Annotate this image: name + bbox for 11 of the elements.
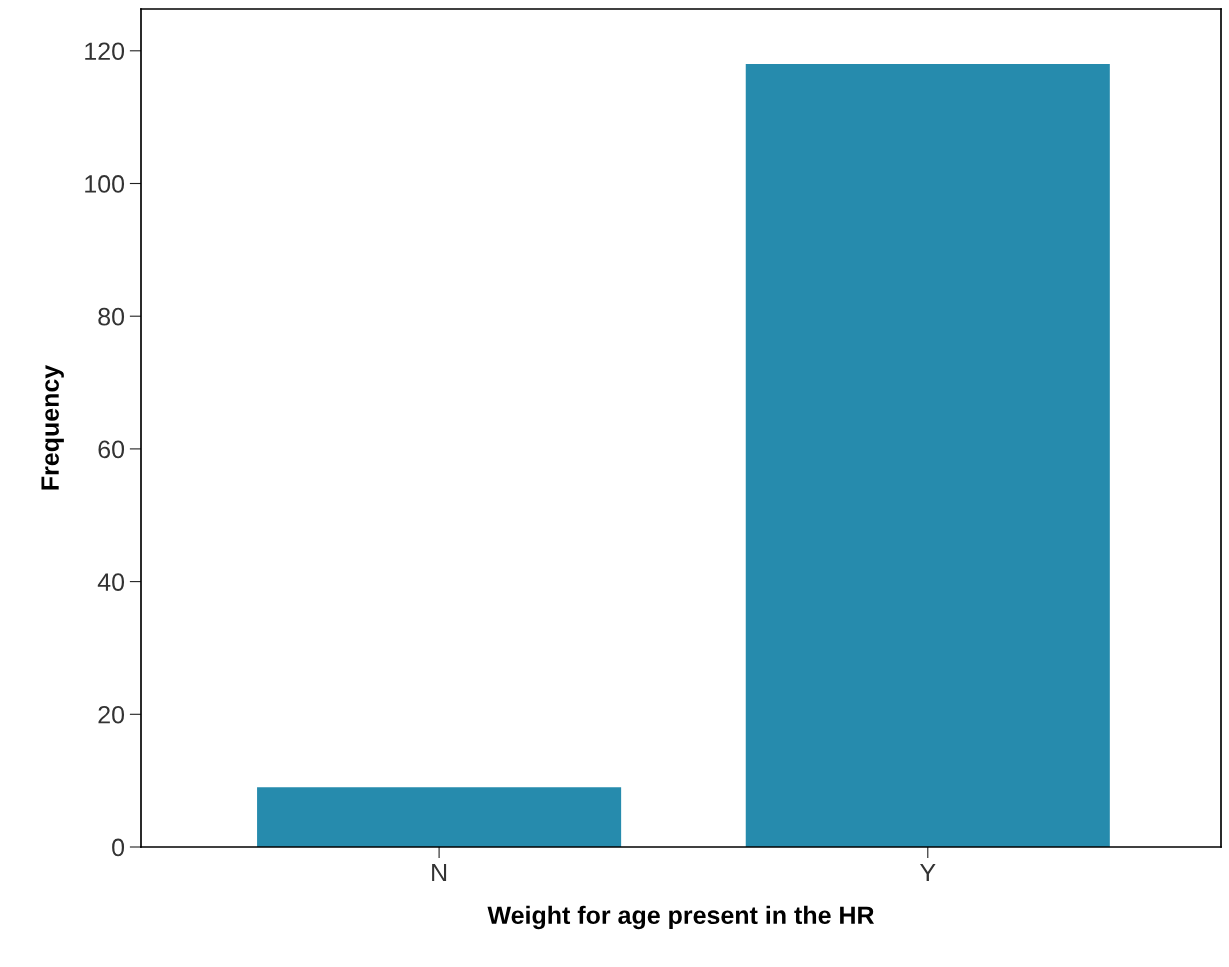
x-axis-title: Weight for age present in the HR <box>487 905 875 930</box>
y-tick-label: 100 <box>85 175 125 193</box>
y-tick-label: 80 <box>98 307 125 326</box>
y-tick-label: 20 <box>98 705 125 724</box>
x-tick-label: Y <box>920 863 936 882</box>
y-tick-label: 0 <box>112 838 125 857</box>
x-tick-label: N <box>432 863 447 882</box>
y-tick-label: 60 <box>98 440 125 459</box>
y-tick-label: 40 <box>97 573 125 591</box>
y-tick-label: 120 <box>85 42 125 61</box>
y-axis-title: Frequency <box>41 364 64 490</box>
